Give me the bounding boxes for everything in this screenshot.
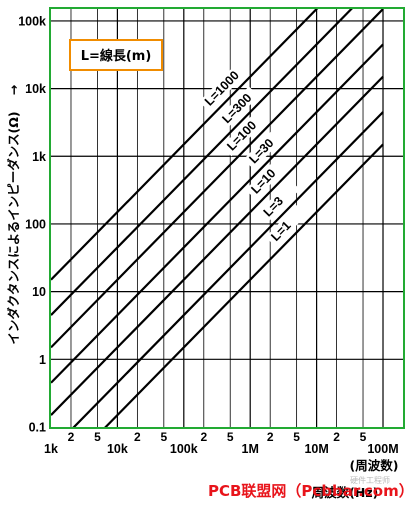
y-axis-arrow: →	[6, 85, 21, 95]
x-tick-label: 5	[293, 430, 300, 444]
x-tick-label: 1k	[44, 442, 58, 456]
series-label-group: L=3	[257, 179, 301, 223]
series-line-l3	[72, 111, 384, 427]
x-tick-label: 5	[360, 430, 367, 444]
y-tick-label: 100	[25, 217, 46, 231]
x-axis-unit: (周波数)	[350, 458, 399, 473]
series-label-bg	[243, 126, 286, 170]
watermark-main: PCB联盟网（Pcbbar.com）	[208, 482, 412, 500]
series-line-l100	[51, 9, 384, 349]
y-tick-labels: 0.1 1 10 100 1k 10k 100k	[18, 14, 46, 434]
series-line-l30	[51, 43, 384, 384]
series-line-l300	[51, 9, 353, 316]
x-tick-label: 10M	[304, 442, 328, 456]
series-label-bg	[245, 156, 288, 200]
y-axis-title: インダクタンスによるインピーダンス(Ω)	[6, 111, 21, 344]
x-tick-label: 5	[94, 430, 101, 444]
series-label-bg	[216, 86, 259, 129]
x-tick-label: 5	[160, 430, 167, 444]
series-label-bg	[265, 204, 308, 247]
x-tick-label: 2	[333, 430, 340, 444]
y-tick-label: 10k	[25, 82, 46, 96]
series-label-bg	[221, 113, 264, 157]
series-line-l1	[104, 143, 384, 427]
x-tick-label: 5	[227, 430, 234, 444]
x-tick-label: 10k	[107, 442, 128, 456]
x-tick-label: 2	[68, 430, 75, 444]
x-tick-label: 1M	[242, 442, 259, 456]
y-tick-label: 100k	[18, 14, 46, 28]
legend-box: L=線長(m)	[69, 39, 163, 71]
x-tick-label: 2	[200, 430, 207, 444]
x-tick-label: 100k	[170, 442, 198, 456]
series-lines	[51, 9, 384, 427]
y-tick-label: 0.1	[29, 421, 46, 435]
x-axis-title: 周波数(Hz)	[312, 485, 379, 500]
y-tick-label: 1k	[32, 150, 46, 164]
series-label-bg	[257, 179, 301, 223]
watermark-small: 硬件工程师	[350, 475, 390, 485]
series-line-l1000	[51, 9, 319, 281]
y-tick-label: 1	[39, 353, 46, 367]
y-axis-title-group: インダクタンスによるインピーダンス(Ω)	[6, 111, 21, 344]
series-label-bg	[199, 68, 242, 112]
series-line-l10	[51, 75, 384, 416]
legend-frame	[69, 39, 163, 71]
x-tick-label: 2	[267, 430, 274, 444]
legend-text: L=線長(m)	[81, 48, 152, 64]
y-axis-arrow-group: →	[6, 85, 21, 95]
x-tick-label: 100M	[367, 442, 398, 456]
y-tick-label: 10	[32, 285, 46, 299]
x-tick-label: 2	[134, 430, 141, 444]
